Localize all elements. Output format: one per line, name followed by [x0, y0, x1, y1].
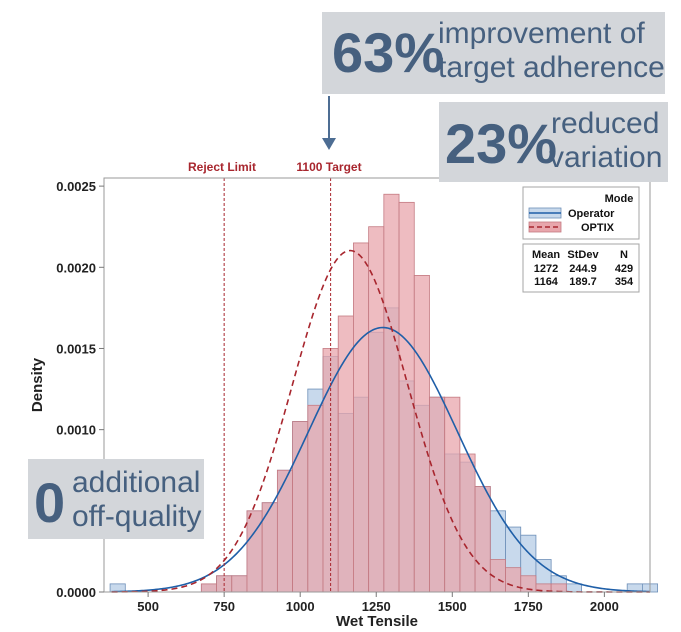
- bar-optix-22: [444, 396, 461, 593]
- stats-header-n: N: [620, 249, 628, 261]
- bar-operator-30: [565, 583, 582, 593]
- stats-header-stdev: StDev: [567, 249, 599, 261]
- callout-variation-line2: variation: [549, 141, 663, 174]
- stats-optix-n: 354: [615, 276, 634, 288]
- callout-offquality-line1: additional: [72, 466, 201, 499]
- bar-optix-26: [505, 567, 522, 593]
- stats-header-mean: Mean: [532, 249, 560, 261]
- reject-limit-label: Reject Limit: [188, 160, 256, 174]
- legend: Mode Operator OPTIX Mean StDev N 1272 24…: [522, 186, 640, 293]
- bar-optix-24: [474, 486, 491, 593]
- stats-optix-stdev: 189.7: [569, 276, 597, 288]
- x-tick-label: 1250: [362, 599, 391, 614]
- x-axis-ticks: 500 750 1000 1250 1500 1750 2000: [137, 592, 619, 614]
- bar-optix-17: [368, 226, 385, 593]
- callout-variation-value: 23%: [445, 112, 558, 175]
- bar-optix-18: [383, 193, 400, 593]
- y-tick-label: 0.0020: [56, 260, 96, 275]
- callout-variation-line1: reduced: [551, 107, 660, 140]
- x-tick-label: 2000: [590, 599, 619, 614]
- stats-optix-mean: 1164: [534, 276, 559, 288]
- x-tick-label: 1750: [514, 599, 543, 614]
- bar-optix-8: [231, 575, 248, 593]
- y-tick-label: 0.0025: [56, 179, 96, 194]
- callout-variation: 23% reduced variation: [439, 102, 668, 182]
- y-tick-label: 0.0010: [56, 423, 96, 438]
- legend-title: Mode: [605, 193, 634, 205]
- callout-offquality-line2: off-quality: [72, 500, 202, 533]
- bar-optix-12: [292, 421, 309, 593]
- stats-box: [522, 243, 640, 293]
- down-arrow-icon: [322, 96, 336, 150]
- plot-frame: [103, 177, 651, 593]
- legend-label-operator: Operator: [568, 208, 615, 220]
- bar-optix-23: [459, 453, 476, 593]
- density-curve-operator: [111, 326, 651, 593]
- bar-optix-16: [353, 242, 370, 593]
- bar-optix-13: [307, 404, 324, 593]
- callout-offquality: 0 additional off-quality: [28, 459, 204, 539]
- callout-improvement-value: 63%: [332, 21, 445, 84]
- x-tick-label: 1500: [438, 599, 467, 614]
- bar-optix-21: [429, 396, 446, 593]
- callout-improvement-line2: target adherence: [438, 51, 665, 84]
- bar-optix-6: [200, 583, 217, 593]
- callout-improvement-line1: improvement of: [438, 17, 645, 50]
- stats-operator-stdev: 244.9: [569, 263, 597, 275]
- x-tick-label: 500: [137, 599, 159, 614]
- x-tick-label: 750: [213, 599, 235, 614]
- legend-label-optix: OPTIX: [581, 222, 615, 234]
- stats-operator-mean: 1272: [534, 263, 558, 275]
- x-axis-label: Wet Tensile: [336, 613, 418, 630]
- target-label: 1100 Target: [296, 160, 361, 174]
- reference-lines: [223, 178, 332, 592]
- x-tick-label: 1000: [286, 599, 315, 614]
- y-tick-label: 0.0015: [56, 341, 96, 356]
- stats-operator-n: 429: [615, 263, 633, 275]
- callout-offquality-value: 0: [34, 471, 66, 534]
- bar-optix-11: [276, 469, 293, 593]
- callout-improvement: 63% improvement of target adherence: [322, 12, 665, 94]
- y-axis-label: Density: [29, 357, 46, 412]
- y-tick-label: 0.0000: [56, 585, 96, 600]
